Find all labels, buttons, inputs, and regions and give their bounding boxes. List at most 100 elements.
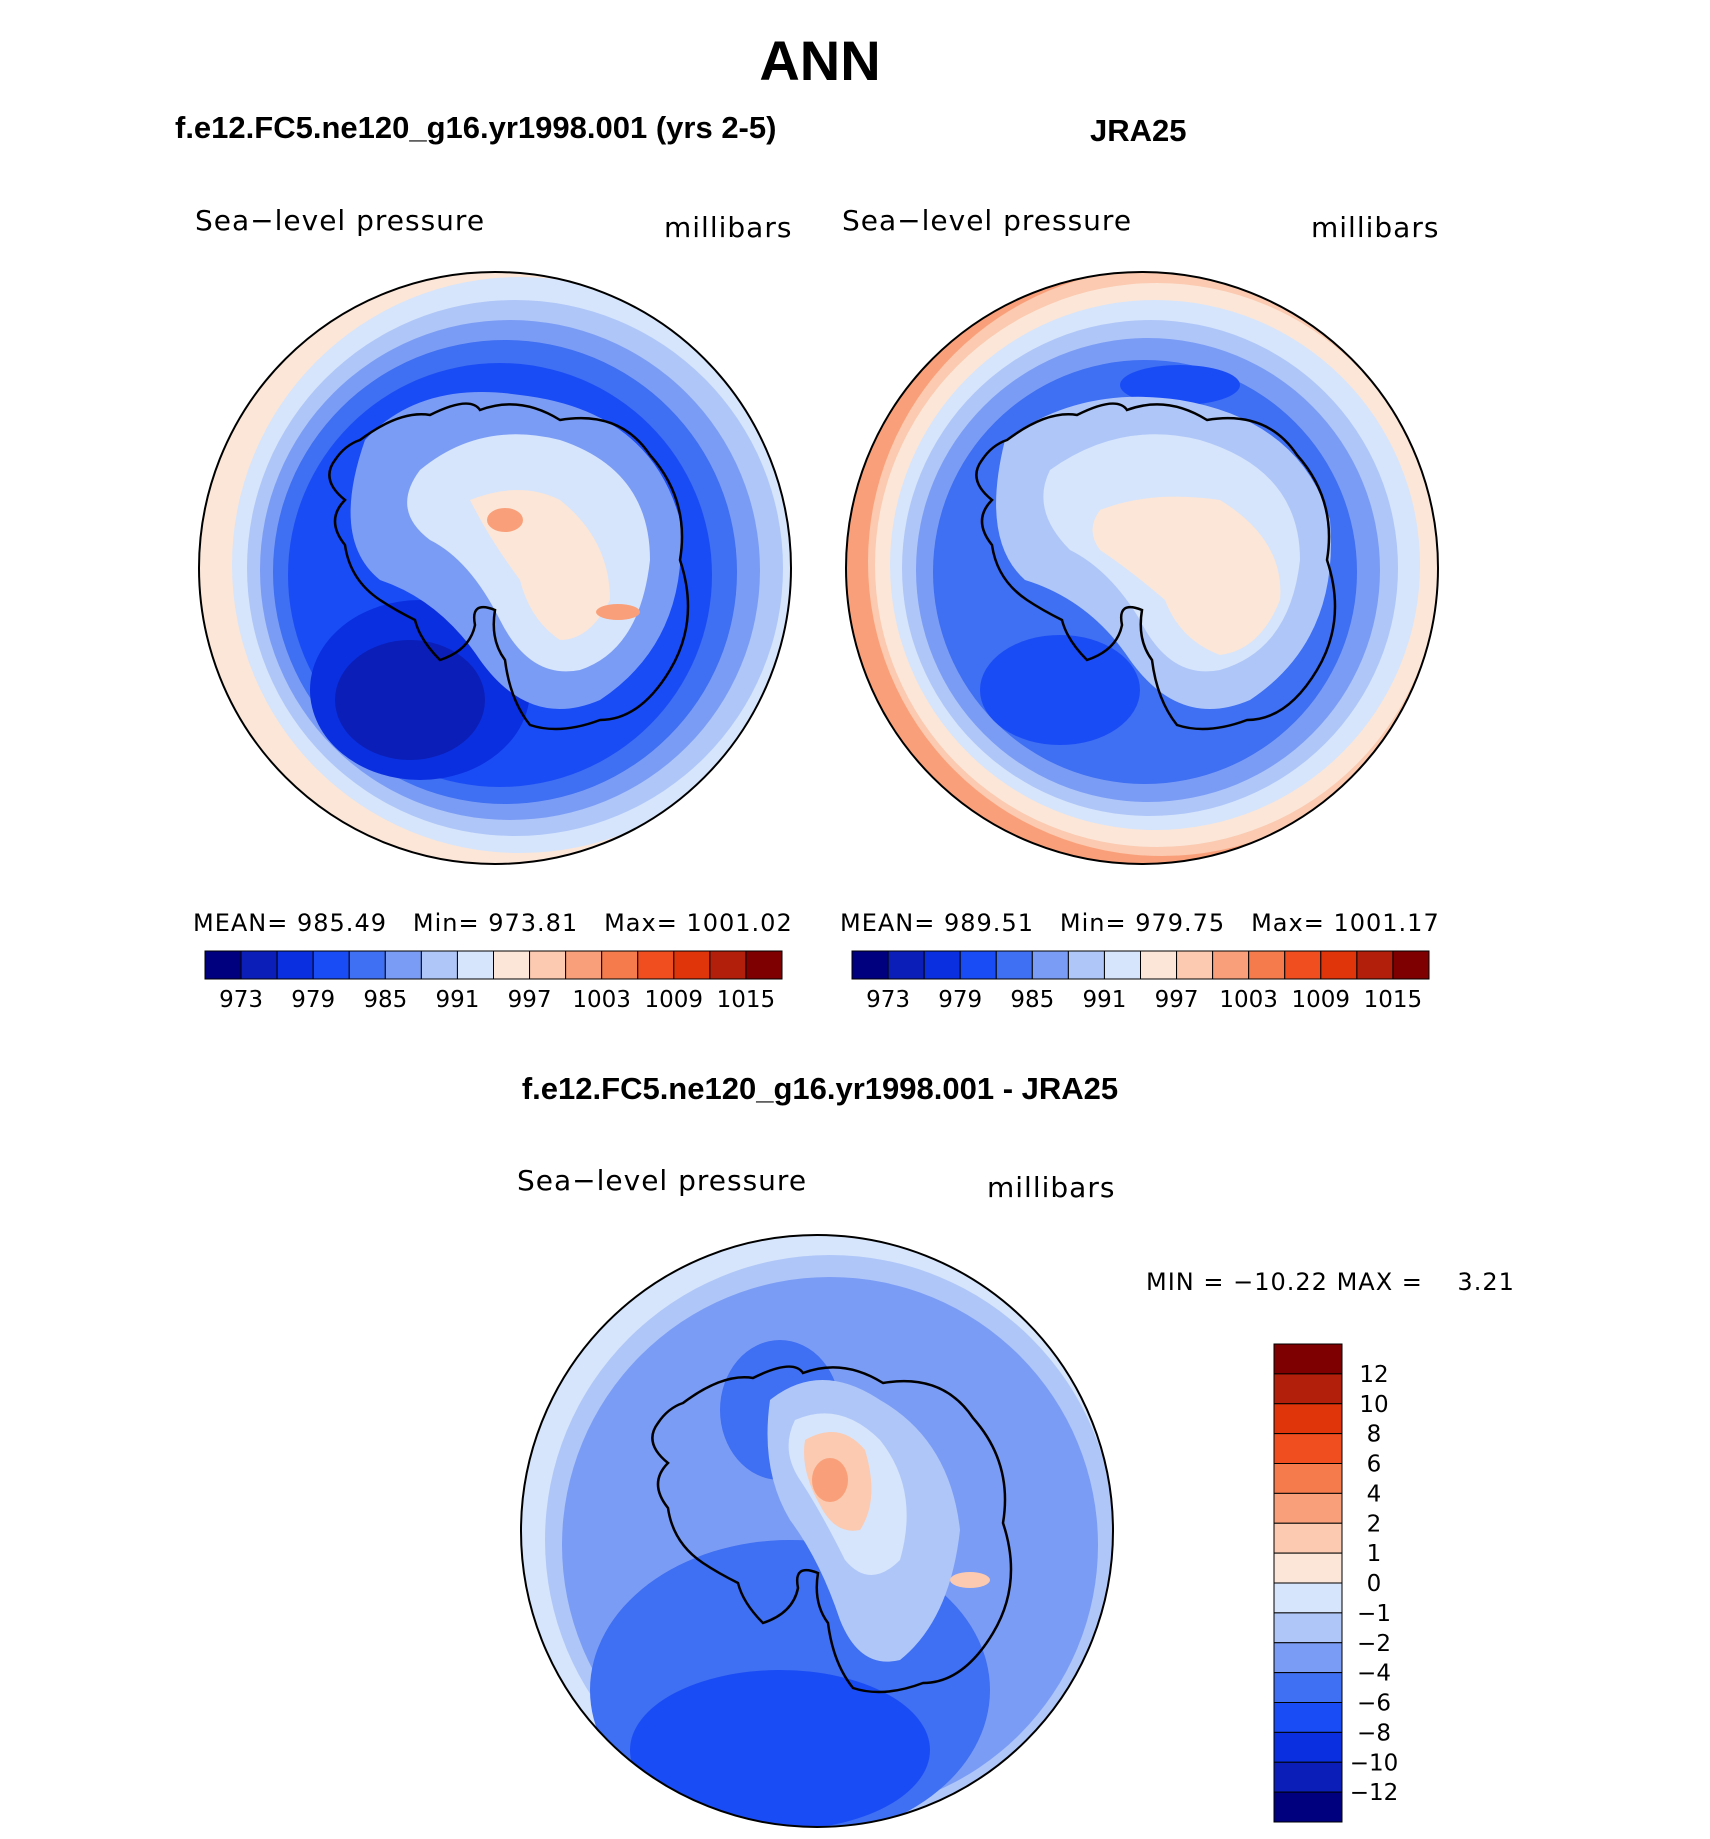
panel2-colorbar-box (923, 950, 961, 980)
panel1-colorbar-box (240, 950, 278, 980)
panel1-max-value: 1001.02 (686, 909, 793, 937)
panel3-colorbar-tick: −4 (1357, 1661, 1391, 1687)
panel2-colorbar-box (1176, 950, 1214, 980)
panel3-colorbar-tick: −12 (1350, 1780, 1399, 1806)
panel2-colorbar-box (1248, 950, 1286, 980)
panel3-colorbar-box (1273, 1552, 1343, 1584)
panel1-mean-value: 985.49 (297, 909, 387, 937)
panel3-colorbar-tick: 8 (1367, 1422, 1382, 1448)
panel2-colorbar-box (1212, 950, 1250, 980)
panel1-colorbar-box (312, 950, 350, 980)
panel1-map-border (198, 271, 792, 865)
panel2-units-label: millibars (1311, 211, 1440, 244)
panel3-colorbar-tick: 2 (1367, 1511, 1382, 1537)
panel3-colorbar-box (1273, 1492, 1343, 1524)
panel3-colorbar-box (1273, 1791, 1343, 1823)
panel1-antarctica-coastline (328, 402, 690, 731)
panel2-colorbar-box (1067, 950, 1105, 980)
panel1-fill-high-1003b (596, 604, 640, 620)
panel1-colorbar-tick: 991 (435, 987, 479, 1013)
panel1-colorbar-box (601, 950, 639, 980)
panel2-max-value: 1001.17 (1333, 909, 1440, 937)
panel3-colorbar-box (1273, 1731, 1343, 1763)
panel2-colorbar-box (1356, 950, 1394, 980)
panel2-fill-979b (1120, 365, 1240, 405)
panel2-stats: MEAN= 989.51 Min= 979.75 Max= 1001.17 (840, 909, 1440, 937)
panel3-colorbar-box (1273, 1373, 1343, 1405)
panel2-colorbar-tick: 1009 (1292, 987, 1351, 1013)
panel2-colorbar-box (887, 950, 925, 980)
panel2-colorbar-box (1140, 950, 1178, 980)
panel1-colorbar-tick: 1009 (645, 987, 704, 1013)
panel1-colorbar-tick: 979 (291, 987, 335, 1013)
panel1-fill-973 (335, 640, 485, 760)
panel3-colorbar-tick: 6 (1367, 1452, 1382, 1478)
panel1-colorbar-tick: 985 (363, 987, 407, 1013)
panel2-min-value: 979.75 (1135, 909, 1226, 937)
panel3-min-label: MIN = (1146, 1268, 1225, 1296)
panel3-max-value: 3.21 (1457, 1268, 1515, 1296)
panel2-colorbar-tick: 991 (1082, 987, 1126, 1013)
panel2-mean-label: MEAN= (840, 909, 936, 937)
panel3-map (521, 1235, 1113, 1827)
panel3-colorbar-tick: 0 (1367, 1571, 1382, 1597)
panel2-map-border (845, 271, 1439, 865)
panel3-colorbar-tick: −10 (1350, 1750, 1399, 1776)
panel3-colorbar-box (1273, 1761, 1343, 1793)
panel1-colorbar-box (276, 950, 314, 980)
panel3-colorbar-box (1273, 1672, 1343, 1703)
panel3-colorbar-box (1273, 1522, 1343, 1554)
panel1-max-label: Max= (604, 909, 678, 937)
panel3-stats: MIN = −10.22 MAX = 3.21 (1146, 1268, 1515, 1296)
panel1-colorbar-box (637, 950, 675, 980)
panel1-units-label: millibars (664, 211, 793, 244)
panel3-colorbar-box (1273, 1403, 1343, 1435)
panel2-colorbar-box (1320, 950, 1358, 980)
panel3-colorbar-tick: 4 (1367, 1481, 1382, 1507)
panel1-colorbar-tick: 997 (508, 987, 552, 1013)
panel1-colorbar-box (493, 950, 531, 980)
panel2-mean-value: 989.51 (944, 909, 1034, 937)
panel3-colorbar-tick: −8 (1357, 1720, 1391, 1746)
panel3-colorbar-box (1273, 1433, 1343, 1464)
panel1-colorbar-box (529, 950, 567, 980)
panel2-colorbar-tick: 979 (938, 987, 982, 1013)
panel1-colorbar: 973 979 985 991 997 1003 1009 1015 (204, 950, 783, 1013)
panel2-colorbar-tick: 1015 (1364, 987, 1423, 1013)
panel3-colorbar-box (1273, 1343, 1343, 1375)
panel3-colorbar-box (1273, 1582, 1343, 1614)
panel2-colorbar-box (851, 950, 889, 980)
reference-panel-title: JRA25 (1090, 113, 1187, 148)
panel2-fill-plateau-997 (1092, 496, 1281, 655)
panel3-colorbar-tick: 12 (1359, 1362, 1388, 1388)
panel3-max-label: MAX = (1336, 1268, 1423, 1296)
panel1-colorbar-box (745, 950, 783, 980)
panel1-colorbar-box (456, 950, 494, 980)
difference-panel-title: f.e12.FC5.ne120_g16.yr1998.001 - JRA25 (521, 1071, 1119, 1106)
panel3-colorbar-box (1273, 1612, 1343, 1644)
panel1-colorbar-box (348, 950, 386, 980)
panel3-colorbar-tick: −6 (1357, 1691, 1391, 1717)
panel2-colorbar-tick: 985 (1010, 987, 1054, 1013)
panel1-map (199, 272, 791, 864)
panel1-variable-label: Sea−level pressure (195, 204, 486, 237)
figure-title: ANN (759, 29, 881, 92)
panel2-colorbar-box (959, 950, 997, 980)
panel3-antarctica-coastline (651, 1365, 1013, 1694)
panel2-colorbar-tick: 973 (866, 987, 910, 1013)
panel3-fill-positive-4 (812, 1458, 848, 1502)
panel1-colorbar-tick: 1015 (717, 987, 776, 1013)
panel3-map-border (520, 1234, 1114, 1828)
panel3-fill-positive-2b (950, 1572, 990, 1588)
panel3-units-label: millibars (987, 1171, 1116, 1204)
panel1-mean-label: MEAN= (193, 909, 289, 937)
panel2-colorbar-tick: 1003 (1219, 987, 1278, 1013)
panel1-fill-high-1003 (487, 508, 523, 532)
panel3-variable-label: Sea−level pressure (517, 1164, 808, 1197)
panel2-colorbar-box (1284, 950, 1322, 980)
panel2-colorbar-box (1392, 950, 1430, 980)
panel3-min-value: −10.22 (1233, 1268, 1328, 1296)
panel1-colorbar-box (420, 950, 458, 980)
